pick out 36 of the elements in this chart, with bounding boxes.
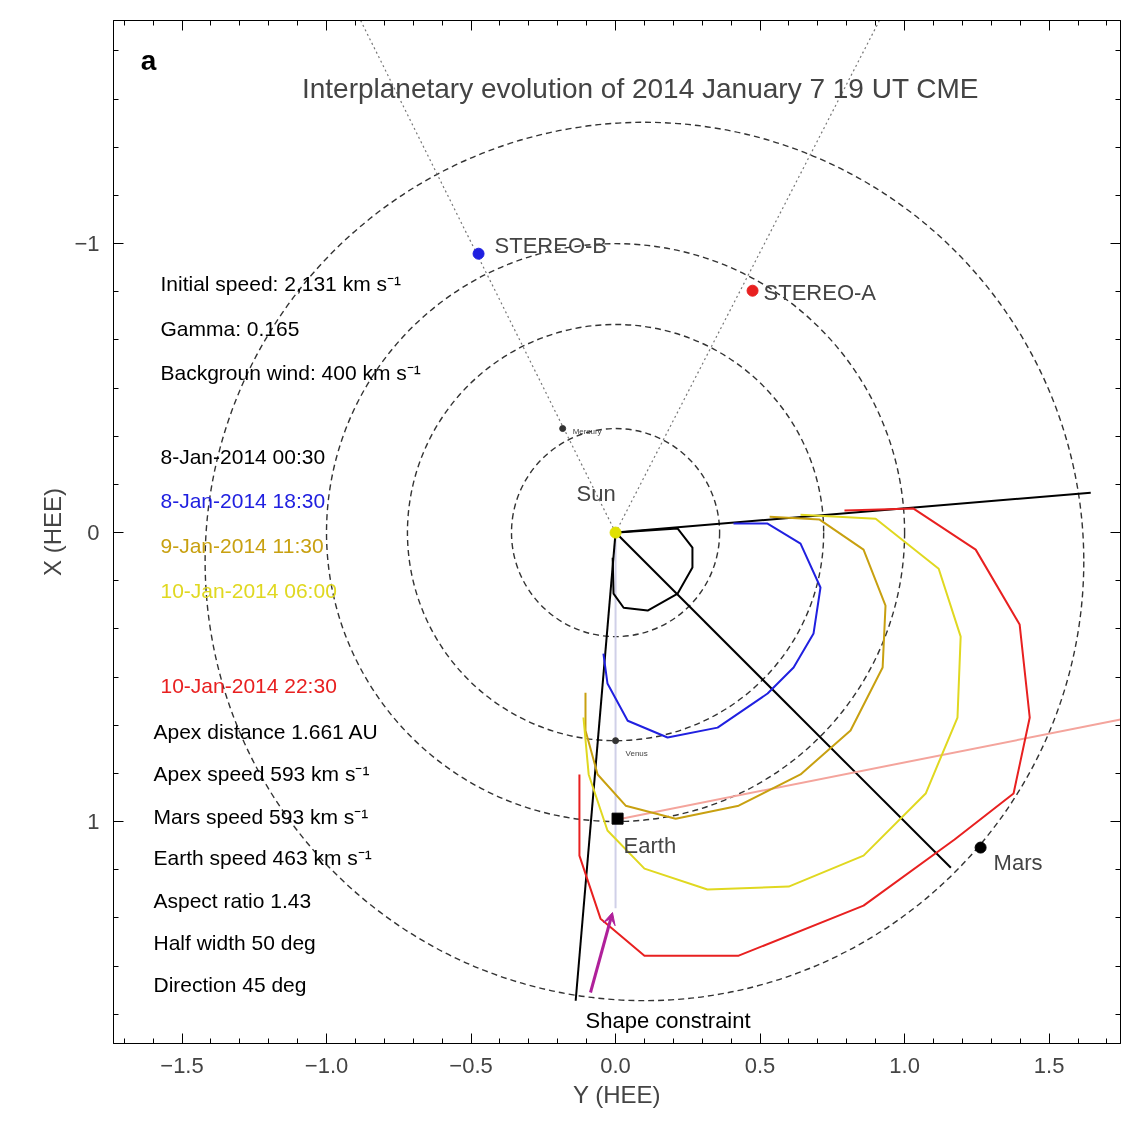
x-tick-label: −1.0	[304, 1052, 349, 1078]
x-tick-label: 1.0	[889, 1052, 920, 1078]
y-tick-label: 1	[87, 809, 100, 835]
text: Interplanetary evolution of 2014 January 7 19 UT CME	[301, 73, 979, 104]
y-tick-label: −1	[74, 231, 100, 257]
text: 10-Jan-2014 22:30	[160, 674, 337, 697]
annotation: Sun	[576, 481, 616, 507]
annotation: Apex distance 1.661 AU	[153, 720, 378, 743]
annotation: Apex speed 593 km s⁻¹	[153, 762, 370, 785]
text: 10-Jan-2014 06:00	[160, 579, 337, 602]
annotation: Half width 50 deg	[153, 931, 316, 954]
x-tick-label: 0.0	[600, 1052, 631, 1078]
x-tick-label: −1.5	[160, 1052, 204, 1078]
x-tick-label: 1.5	[1033, 1052, 1065, 1078]
annotation: Aspect ratio 1.43	[153, 889, 312, 912]
annotation: Venus	[625, 749, 648, 759]
annotation: Mars	[993, 850, 1043, 876]
x-tick-label: 0.5	[744, 1052, 776, 1078]
y-axis-title: X (HEE)	[39, 487, 67, 576]
x-tick-label: −0.5	[449, 1052, 493, 1078]
annotation: Gamma: 0.165	[160, 317, 300, 340]
annotation: STEREO-B	[494, 233, 608, 259]
text: 8-Jan-2014 00:30	[160, 445, 326, 468]
annotation: a	[140, 45, 157, 76]
annotation: Mars speed 593 km s⁻¹	[153, 805, 369, 828]
text: 8-Jan-2014 18:30	[160, 489, 326, 512]
x-axis-title: Y (HEE)	[573, 1080, 661, 1108]
annotation: Backgroun wind: 400 km s⁻¹	[160, 361, 421, 384]
annotation: Initial speed: 2,131 km s⁻¹	[160, 272, 401, 295]
annotation: STEREO-A	[763, 280, 877, 306]
annotation: Earth	[623, 833, 677, 859]
y-tick-label: 0	[87, 520, 100, 546]
text: 9-Jan-2014 11:30	[160, 534, 324, 557]
annotation: Direction 45 deg	[153, 973, 307, 996]
annotation: Earth speed 463 km s⁻¹	[153, 846, 372, 869]
annotation: Shape constraint	[585, 1008, 751, 1033]
